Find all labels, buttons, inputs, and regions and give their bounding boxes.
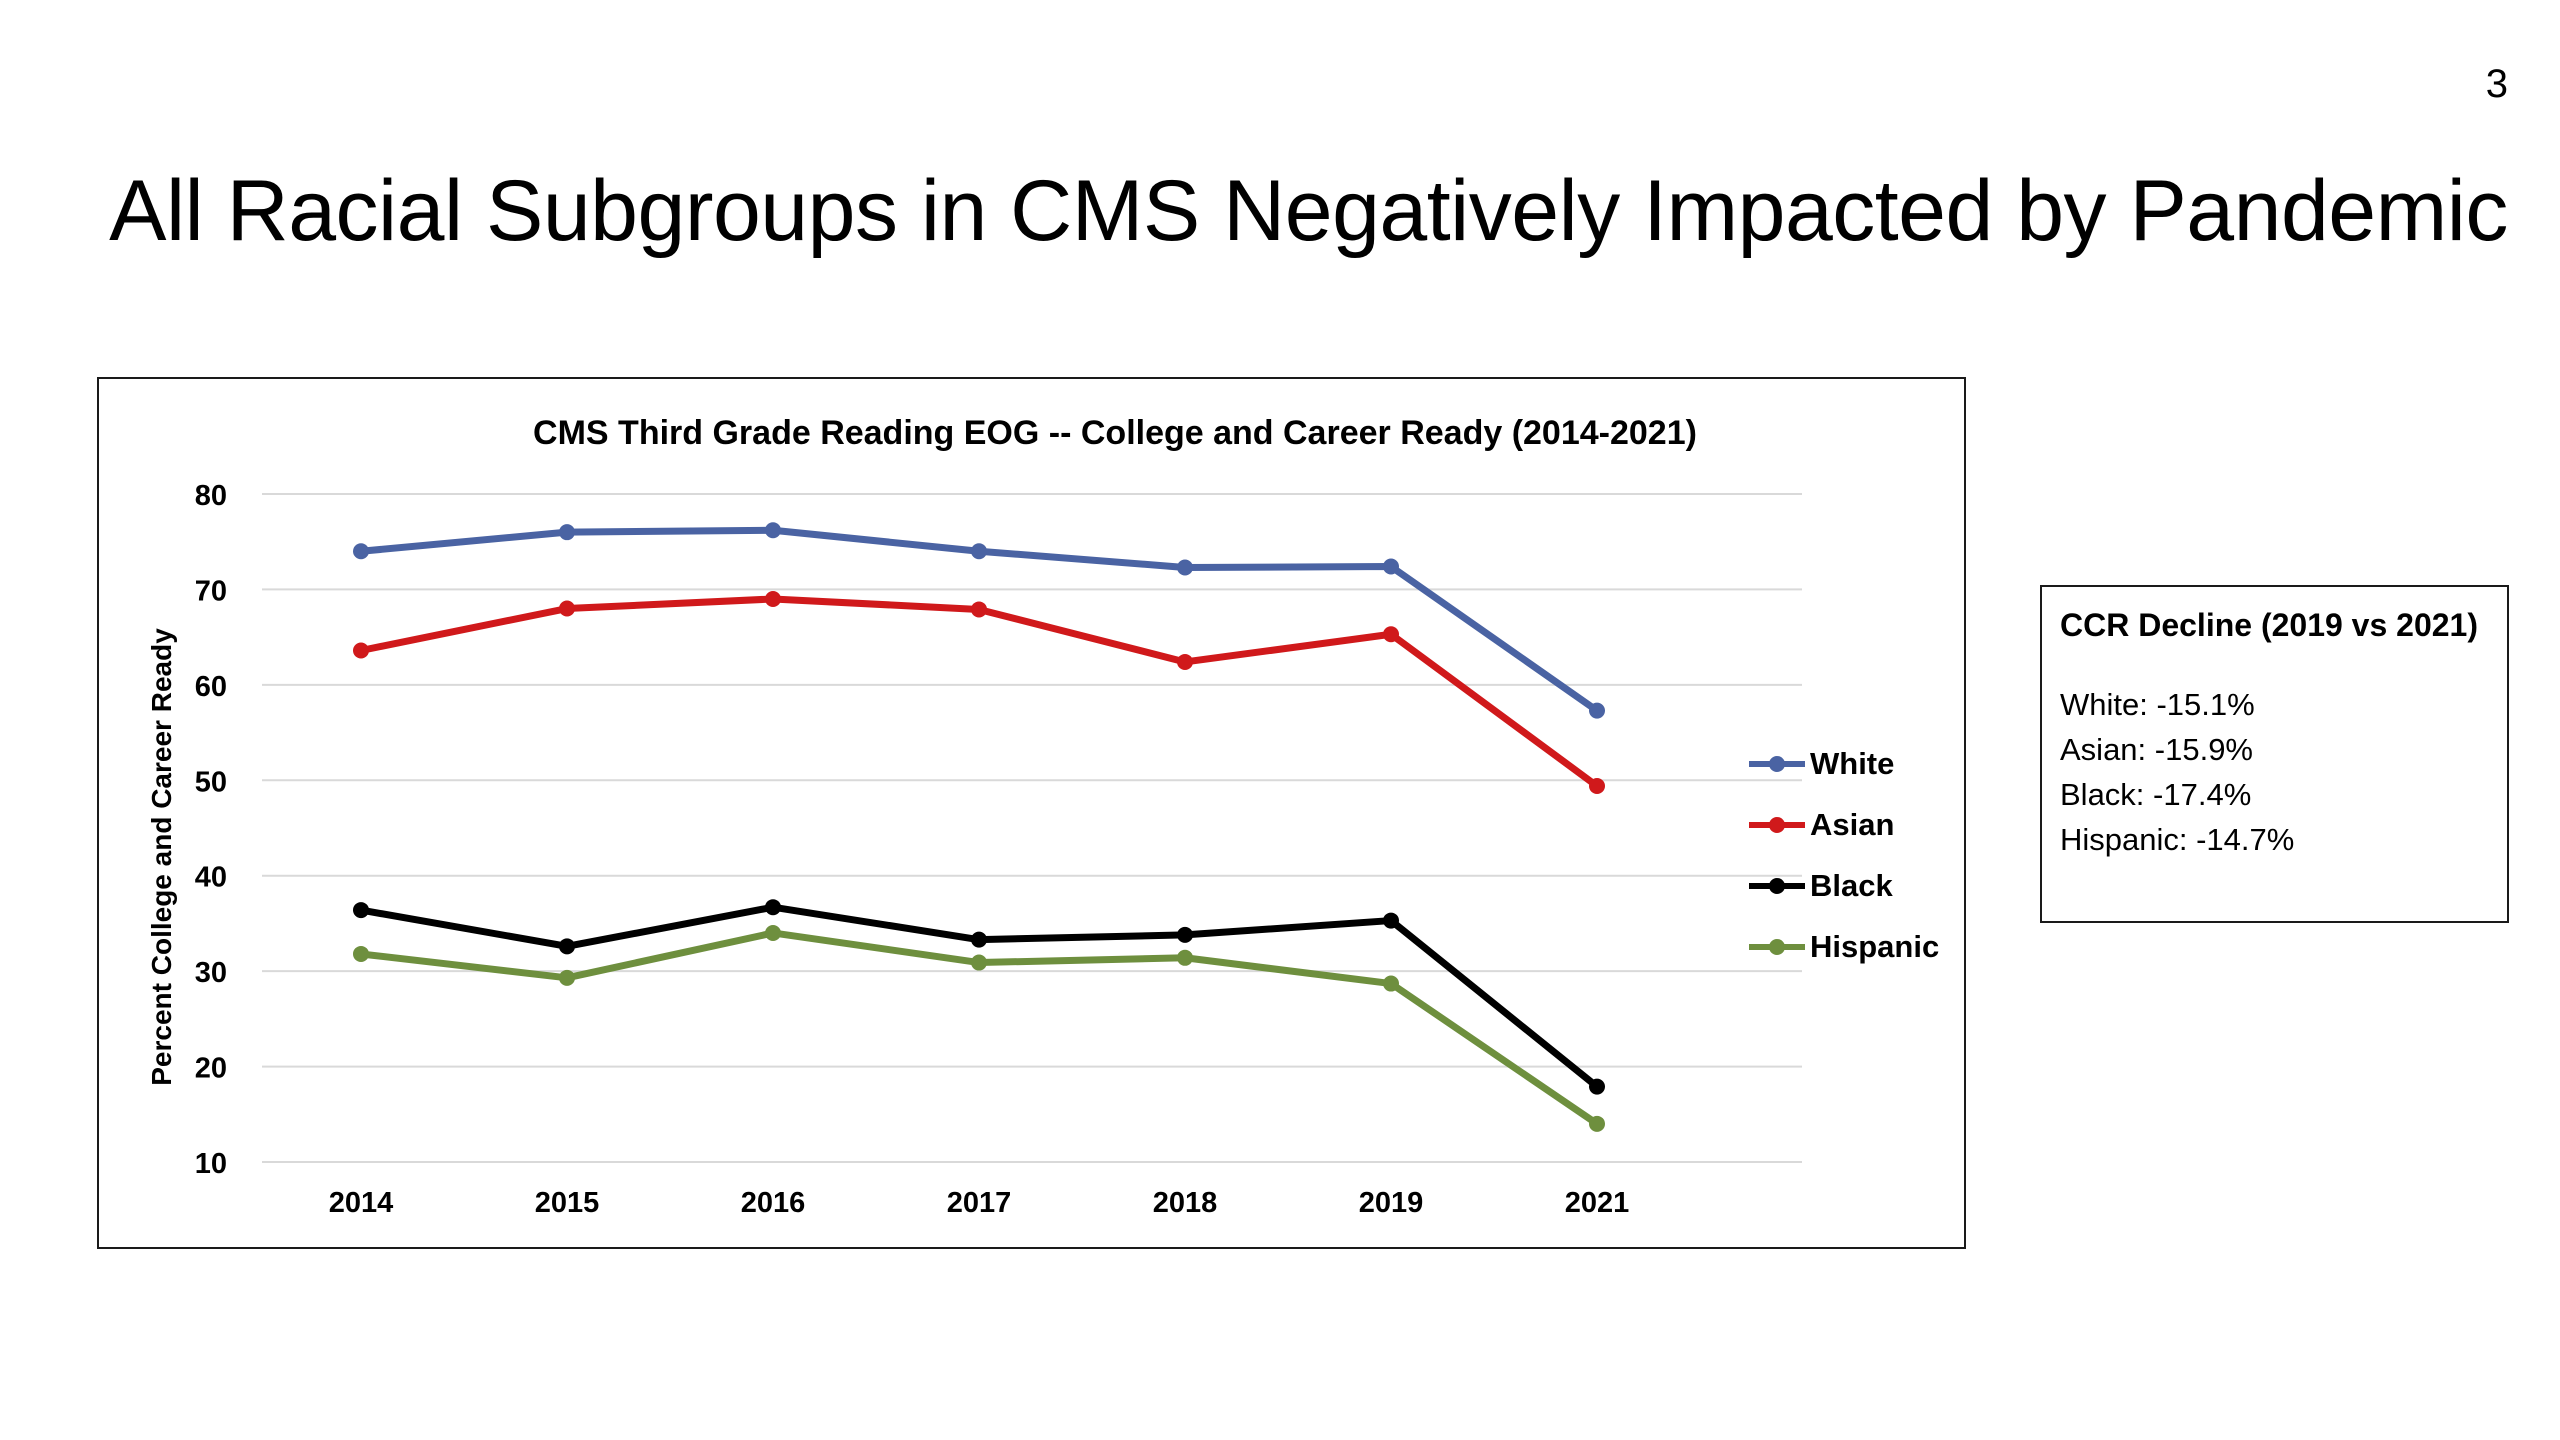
x-tick-label: 2016 <box>741 1187 806 1219</box>
data-point-white <box>353 543 369 560</box>
series-line-asian <box>357 595 1601 790</box>
x-tick-label: 2019 <box>1359 1187 1424 1219</box>
data-point-black <box>353 902 369 919</box>
data-point-hispanic <box>559 969 575 986</box>
slide-title: All Racial Subgroups in CMS Negatively I… <box>109 163 2508 259</box>
data-point-black <box>559 938 575 955</box>
data-point-asian <box>1383 626 1399 643</box>
legend-label-hispanic: Hispanic <box>1810 929 1939 964</box>
data-point-black <box>1177 926 1193 943</box>
data-point-asian <box>1177 653 1193 670</box>
data-point-asian <box>765 590 781 607</box>
data-point-asian <box>353 642 369 659</box>
data-point-black <box>1383 912 1399 929</box>
data-point-black <box>1589 1078 1605 1095</box>
legend-label-asian: Asian <box>1810 807 1894 842</box>
x-tick-label: 2017 <box>947 1187 1012 1219</box>
x-tick-label: 2015 <box>535 1187 600 1219</box>
ccr-decline-heading: CCR Decline (2019 vs 2021) <box>2060 607 2478 643</box>
legend: White Asian Black Hispanic <box>1749 746 1939 964</box>
y-tick-label: 10 <box>195 1148 227 1180</box>
x-tick-label: 2021 <box>1565 1187 1630 1219</box>
legend-marker-white <box>1769 756 1785 772</box>
legend-marker-hispanic <box>1769 939 1785 955</box>
y-tick-label: 80 <box>195 480 227 512</box>
ccr-decline-asian: Asian: -15.9% <box>2060 732 2253 767</box>
data-point-hispanic <box>765 924 781 941</box>
chart-svg: CMS Third Grade Reading EOG -- College a… <box>146 414 1939 1219</box>
data-point-hispanic <box>1589 1115 1605 1132</box>
data-point-white <box>559 524 575 541</box>
data-point-asian <box>971 601 987 618</box>
y-tick-label: 40 <box>195 862 227 894</box>
x-tick-labels: 2014 2015 2016 2017 2018 2019 2021 <box>329 1187 1630 1219</box>
ccr-decline-white: White: -15.1% <box>2060 687 2255 722</box>
data-point-white <box>765 522 781 539</box>
y-tick-label: 70 <box>195 575 227 607</box>
data-point-asian <box>559 600 575 617</box>
data-point-white <box>1177 559 1193 576</box>
legend-marker-black <box>1769 878 1785 894</box>
chart-title: CMS Third Grade Reading EOG -- College a… <box>533 414 1697 452</box>
data-point-hispanic <box>1383 975 1399 992</box>
data-point-black <box>765 899 781 916</box>
data-point-hispanic <box>353 945 369 962</box>
y-tick-label: 60 <box>195 671 227 703</box>
y-tick-labels: 10 20 30 40 50 60 70 80 <box>195 480 227 1180</box>
x-tick-label: 2018 <box>1153 1187 1218 1219</box>
x-tick-label: 2014 <box>329 1187 394 1219</box>
ccr-decline-hispanic: Hispanic: -14.7% <box>2060 822 2295 857</box>
data-point-hispanic <box>1177 949 1193 966</box>
data-point-white <box>971 543 987 560</box>
y-tick-label: 30 <box>195 957 227 989</box>
legend-marker-asian <box>1769 817 1785 833</box>
y-tick-label: 50 <box>195 766 227 798</box>
legend-label-black: Black <box>1810 868 1893 903</box>
ccr-decline-box: CCR Decline (2019 vs 2021) White: -15.1%… <box>2040 585 2509 923</box>
data-point-asian <box>1589 778 1605 795</box>
data-point-hispanic <box>971 954 987 971</box>
data-point-black <box>971 931 987 948</box>
ccr-decline-black: Black: -17.4% <box>2060 777 2252 812</box>
slide-number: 3 <box>2485 62 2508 106</box>
data-point-white <box>1589 702 1605 719</box>
series-lines <box>353 522 1605 1132</box>
line-chart: CMS Third Grade Reading EOG -- College a… <box>97 377 1966 1249</box>
data-point-white <box>1383 558 1399 575</box>
y-axis-label: Percent College and Career Ready <box>146 628 177 1086</box>
y-tick-label: 20 <box>195 1053 227 1085</box>
legend-label-white: White <box>1810 746 1894 781</box>
